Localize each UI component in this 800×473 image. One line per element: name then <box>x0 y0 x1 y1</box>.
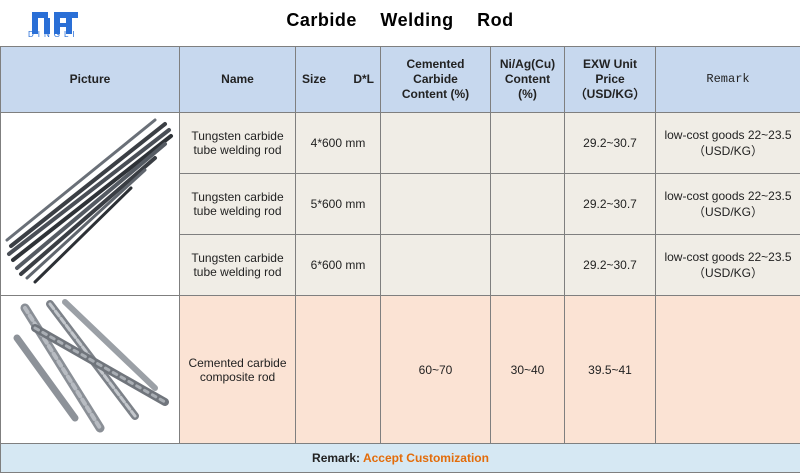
header-cemented-line1: Cemented Carbide <box>385 57 486 87</box>
header-ni-line2: Content (%) <box>495 72 560 102</box>
table-footer-row: Remark: Accept Customization <box>1 444 800 473</box>
row2-ni <box>491 174 565 235</box>
tube-rod-picture <box>1 113 180 296</box>
table-header-row: Picture Name Size D*L Cemented Carbide C… <box>1 47 800 113</box>
row3-cemented <box>381 235 491 296</box>
row3-remark: low-cost goods 22~23.5（USD/KG） <box>656 235 800 296</box>
footer-remark: Remark: Accept Customization <box>1 444 800 473</box>
header-price-line1: EXW Unit Price <box>569 57 651 87</box>
row1-remark: low-cost goods 22~23.5（USD/KG） <box>656 113 800 174</box>
row4-remark <box>656 296 800 444</box>
row3-price: 29.2~30.7 <box>565 235 656 296</box>
row3-ni <box>491 235 565 296</box>
composite-rod-image <box>5 298 175 438</box>
product-table: Picture Name Size D*L Cemented Carbide C… <box>0 46 800 473</box>
logo-text: DINGLI <box>28 30 79 39</box>
footer-remark-value: Accept Customization <box>363 451 489 465</box>
row4-cemented: 60~70 <box>381 296 491 444</box>
row4-price: 39.5~41 <box>565 296 656 444</box>
row1-price: 29.2~30.7 <box>565 113 656 174</box>
row1-cemented <box>381 113 491 174</box>
tube-welding-rod-image <box>5 118 175 288</box>
header-size-label: Size <box>302 72 326 87</box>
page-title: Carbide Welding Rod <box>0 10 800 31</box>
header-size-unit: D*L <box>353 72 374 87</box>
footer-remark-label: Remark: <box>312 451 360 465</box>
row2-size: 5*600 mm <box>296 174 381 235</box>
header-remark: Remark <box>656 47 800 113</box>
row4-ni: 30~40 <box>491 296 565 444</box>
header-ni: Ni/Ag(Cu) Content (%) <box>491 47 565 113</box>
header-cemented-line2: Content (%) <box>385 87 486 102</box>
header-price-line2: （USD/KG） <box>569 87 651 102</box>
row2-remark: low-cost goods 22~23.5（USD/KG） <box>656 174 800 235</box>
header-ni-line1: Ni/Ag(Cu) <box>495 57 560 72</box>
row2-cemented <box>381 174 491 235</box>
row3-size: 6*600 mm <box>296 235 381 296</box>
page-header: DINGLI Carbide Welding Rod <box>0 0 800 46</box>
header-name: Name <box>180 47 296 113</box>
header-size: Size D*L <box>296 47 381 113</box>
row1-ni <box>491 113 565 174</box>
row1-size: 4*600 mm <box>296 113 381 174</box>
row4-size <box>296 296 381 444</box>
row2-price: 29.2~30.7 <box>565 174 656 235</box>
header-price: EXW Unit Price （USD/KG） <box>565 47 656 113</box>
composite-rod-picture <box>1 296 180 444</box>
header-picture: Picture <box>1 47 180 113</box>
header-cemented: Cemented Carbide Content (%) <box>381 47 491 113</box>
